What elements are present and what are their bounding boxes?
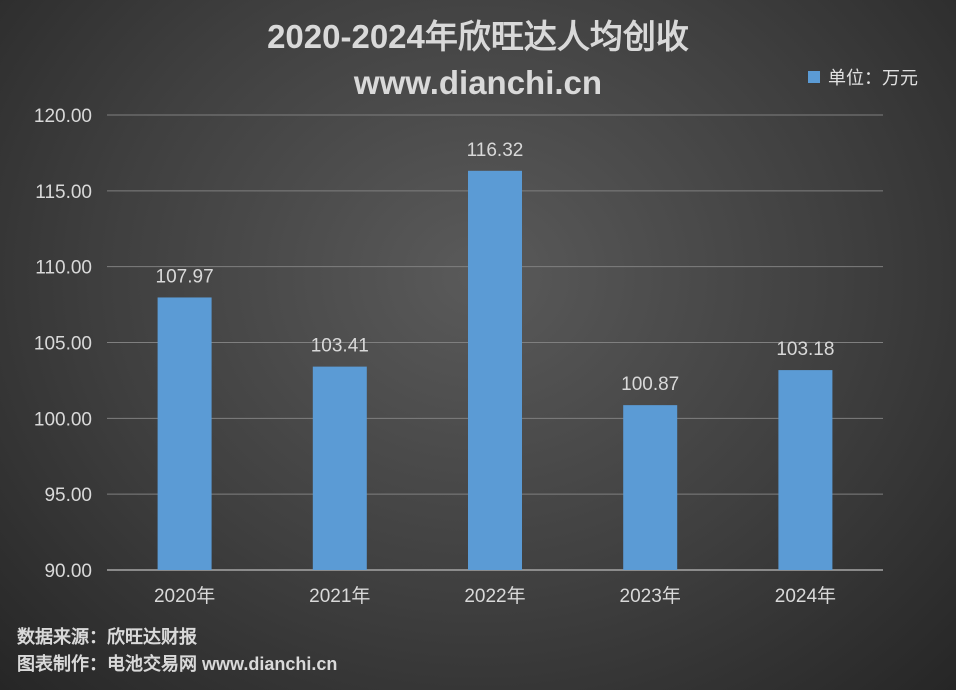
- x-tick-label: 2023年: [620, 585, 681, 607]
- y-tick-label: 95.00: [44, 485, 92, 506]
- legend-label: 单位：万元: [828, 68, 918, 88]
- legend: 单位：万元: [808, 64, 918, 90]
- x-tick-label: 2022年: [464, 585, 525, 607]
- y-tick-label: 90.00: [44, 561, 92, 582]
- footer: 数据来源：欣旺达财报 图表制作：电池交易网 www.dianchi.cn: [17, 624, 337, 678]
- bar: [157, 297, 212, 570]
- data-label: 103.41: [311, 336, 369, 357]
- y-tick-label: 120.00: [34, 106, 92, 127]
- bar: [468, 170, 522, 570]
- chart-title-line1: 2020-2024年欣旺达人均创收: [267, 18, 689, 55]
- data-label: 100.87: [621, 374, 679, 395]
- data-label: 103.18: [776, 339, 834, 360]
- data-label: 116.32: [467, 140, 524, 161]
- legend-swatch: [808, 71, 820, 83]
- x-tick-label: 2021年: [309, 585, 370, 607]
- y-tick-label: 110.00: [35, 258, 92, 279]
- x-tick-label: 2020年: [154, 585, 215, 607]
- data-label: 107.97: [156, 266, 214, 287]
- chart-title: 2020-2024年欣旺达人均创收 www.dianchi.cn: [0, 14, 956, 106]
- footer-source: 数据来源：欣旺达财报: [17, 627, 197, 647]
- y-tick-label: 115.00: [35, 182, 92, 203]
- x-tick-label: 2024年: [775, 585, 836, 607]
- bar: [778, 370, 833, 570]
- bar: [623, 405, 678, 570]
- footer-credit: 图表制作：电池交易网 www.dianchi.cn: [17, 654, 338, 674]
- y-tick-label: 100.00: [34, 409, 92, 430]
- y-tick-label: 105.00: [34, 334, 92, 355]
- chart-title-line2: www.dianchi.cn: [353, 64, 603, 101]
- bar: [312, 366, 367, 570]
